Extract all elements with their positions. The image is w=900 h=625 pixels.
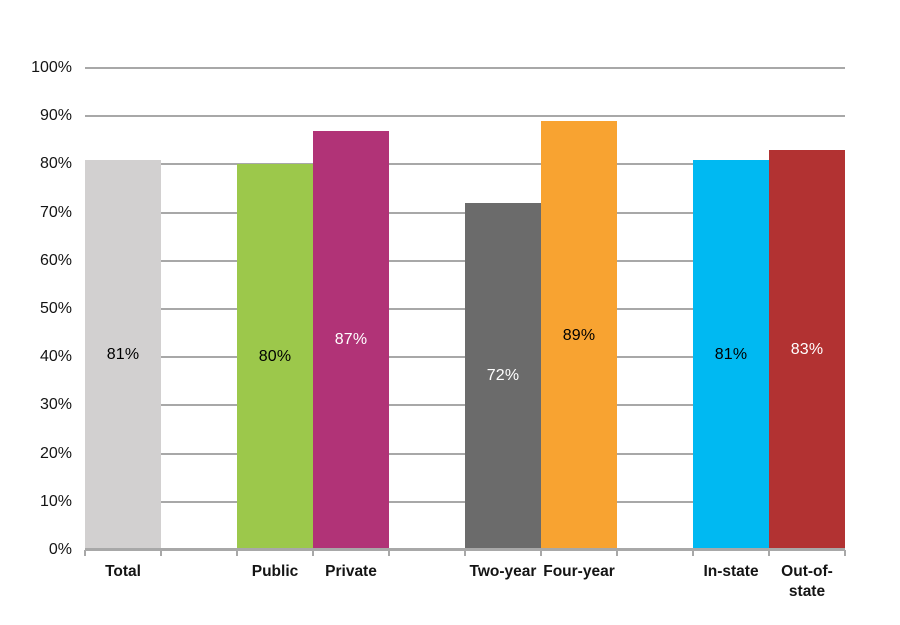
- gridline-80pct: [85, 163, 845, 166]
- y-tick-label: 70%: [39, 203, 72, 221]
- bar-value-label: 81%: [106, 345, 140, 363]
- x-category-label-in-state: In-state: [703, 563, 759, 580]
- bar-four-year: 89%: [541, 121, 617, 550]
- bar-value-label: 87%: [334, 331, 368, 349]
- y-tick-label: 50%: [39, 300, 72, 317]
- x-category-label-four-year: Four-year: [543, 563, 615, 580]
- plot-area: 81% 80% 87% 72% 89% 81% 83%: [84, 67, 846, 556]
- bar-public: 80%: [237, 164, 313, 550]
- x-axis-tick: [84, 550, 86, 556]
- bar-out-of-state: 83%: [769, 149, 845, 550]
- x-axis-tick: [616, 550, 618, 556]
- gridline-90pct: [85, 115, 845, 118]
- bar-private: 87%: [313, 130, 389, 550]
- x-axis-tick: [236, 550, 238, 556]
- bar-value-label: 89%: [562, 326, 596, 344]
- x-category-label-public: Public: [251, 563, 299, 580]
- y-tick-label: 30%: [39, 396, 72, 414]
- bar-value-label: 80%: [258, 348, 292, 366]
- y-tick-label: 90%: [39, 107, 72, 125]
- y-tick-label: 80%: [39, 155, 72, 173]
- bar-value-label: 83%: [790, 340, 824, 358]
- x-category-label-two-year: Two-year: [469, 563, 537, 580]
- bar-in-state: 81%: [693, 159, 769, 550]
- bar-value-label: 81%: [714, 345, 748, 363]
- x-category-label-out-of-state: Out-of-state: [781, 563, 833, 600]
- x-axis-tick: [540, 550, 542, 556]
- y-tick-label: 60%: [39, 251, 72, 269]
- y-tick-label: 0%: [48, 541, 72, 558]
- bar-value-label: 72%: [486, 367, 520, 385]
- x-axis-tick: [312, 550, 314, 556]
- x-axis-tick: [692, 550, 694, 556]
- x-category-label-private: Private: [325, 563, 377, 580]
- y-tick-label: 10%: [39, 492, 72, 510]
- bar-total: 81%: [85, 159, 161, 550]
- x-axis-tick: [464, 550, 466, 556]
- y-tick-label: 40%: [39, 348, 72, 366]
- x-axis-tick: [768, 550, 770, 556]
- x-category-label-total: Total: [105, 563, 141, 580]
- x-axis-tick: [160, 550, 162, 556]
- x-axis-line: [85, 548, 845, 550]
- x-axis-tick: [388, 550, 390, 556]
- y-tick-label: 100%: [31, 59, 72, 76]
- y-tick-label: 20%: [39, 444, 72, 462]
- bar-two-year: 72%: [465, 202, 541, 550]
- gridline-100pct: [85, 67, 845, 69]
- x-axis-tick: [844, 550, 846, 556]
